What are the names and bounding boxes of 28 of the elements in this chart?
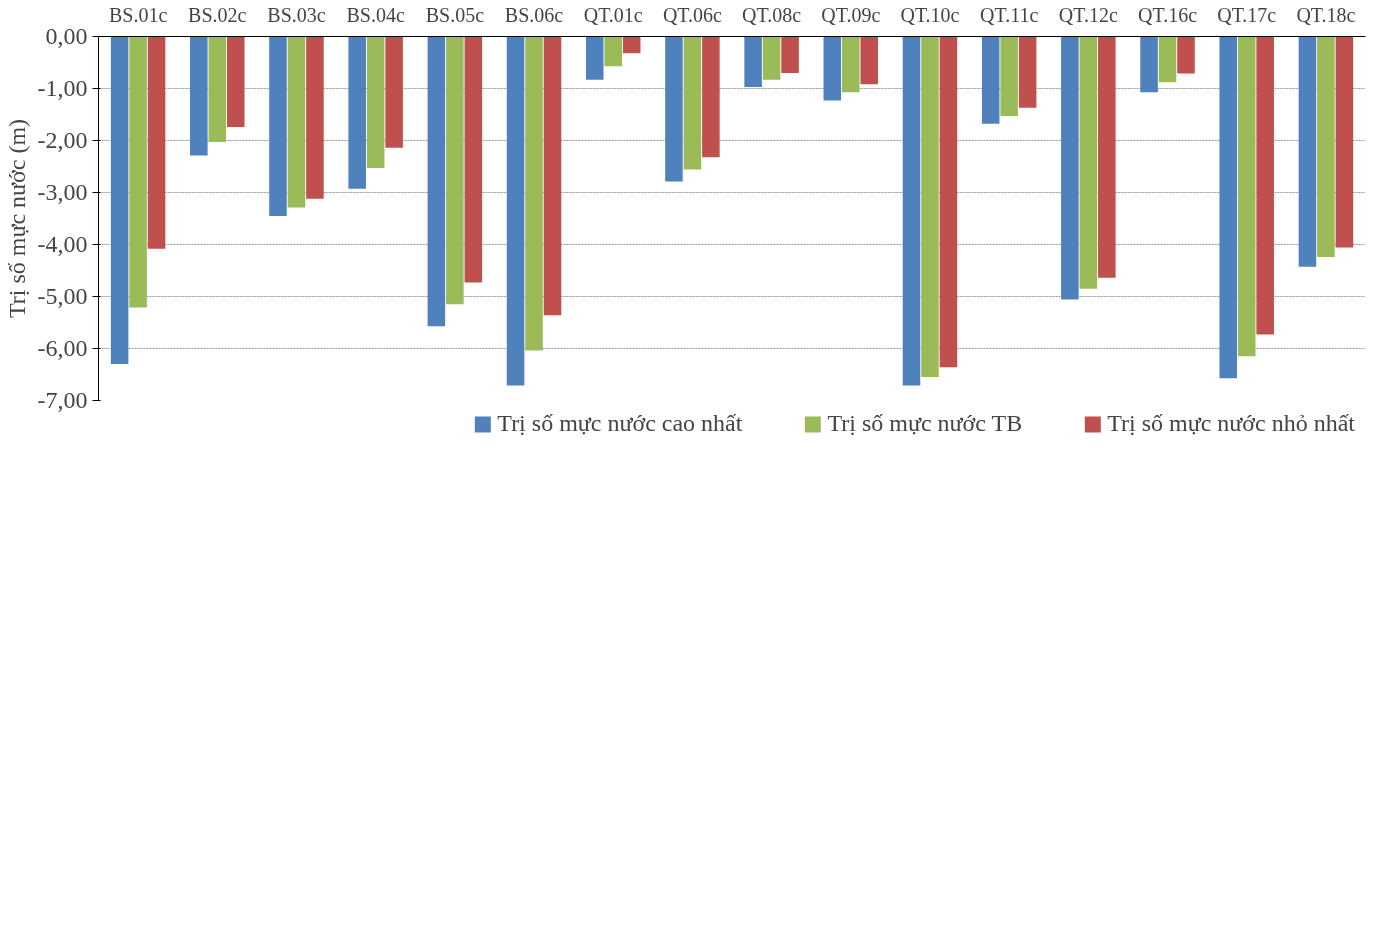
x-tick-label: QT.12c bbox=[1058, 3, 1118, 26]
x-tick-label: QT.16c bbox=[1138, 3, 1198, 26]
y-tick-label: -1,00 bbox=[37, 75, 88, 101]
x-tick-label: BS.06c bbox=[504, 3, 564, 26]
legend-label: Trị số mực nước cao nhất bbox=[497, 410, 743, 437]
x-tick-label: BS.05c bbox=[425, 3, 485, 26]
x-tick-label: QT.18c bbox=[1296, 3, 1356, 26]
x-tick-label: QT.06c bbox=[662, 3, 723, 26]
x-tick-label: QT.08c bbox=[742, 3, 802, 26]
y-tick-label: -3,00 bbox=[37, 179, 88, 205]
x-tick-label: QT.17c bbox=[1217, 3, 1277, 26]
y-tick-label: -2,00 bbox=[37, 127, 88, 153]
y-tick-label: -6,00 bbox=[37, 335, 88, 361]
x-tick-label: BS.04c bbox=[346, 3, 405, 26]
y-tick-label: -5,00 bbox=[37, 283, 88, 309]
y-tick-label: -4,00 bbox=[37, 231, 88, 257]
x-tick-label: QT.09c bbox=[821, 3, 881, 26]
x-tick-label: BS.01c bbox=[108, 3, 168, 26]
y-tick-label: -7,00 bbox=[37, 387, 88, 413]
y-axis-title: Trị số mực nước (m) bbox=[3, 118, 30, 319]
y-tick-label: 0,00 bbox=[45, 23, 88, 49]
legend-label: Trị số mực nước nhỏ nhất bbox=[1107, 410, 1355, 437]
x-tick-label: BS.03c bbox=[267, 3, 326, 26]
x-tick-label: QT.01c bbox=[583, 3, 643, 26]
x-tick-label: QT.11c bbox=[980, 3, 1039, 26]
x-tick-label: BS.02c bbox=[188, 3, 247, 26]
x-tick-label: QT.10c bbox=[900, 3, 960, 26]
legend-label: Trị số mực nước TB bbox=[827, 410, 1023, 437]
